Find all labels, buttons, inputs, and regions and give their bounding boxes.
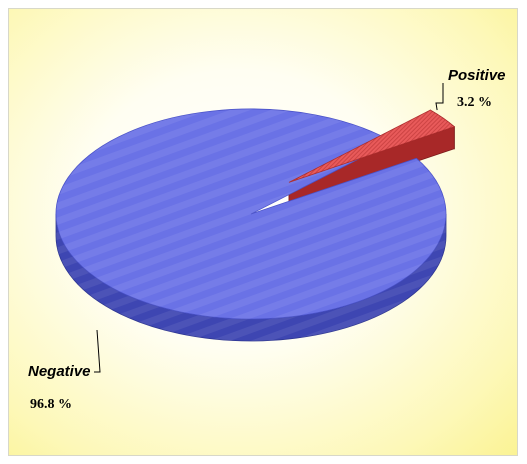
pie-slice-side-texture — [56, 214, 446, 341]
leader-line-negative — [94, 329, 101, 373]
slice-label-negative: Negative — [28, 363, 91, 380]
slice-label-positive: Positive — [448, 67, 506, 84]
pie-slice-texture-positive — [288, 110, 455, 183]
slice-value-positive: 3.2 % — [457, 95, 492, 110]
leader-line-positive — [435, 83, 444, 111]
slice-value-negative: 96.8 % — [30, 397, 72, 412]
